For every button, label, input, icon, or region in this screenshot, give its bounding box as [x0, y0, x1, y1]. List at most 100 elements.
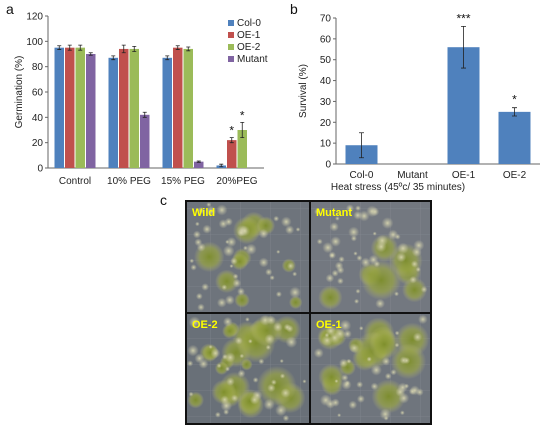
y-tick-label: 50: [320, 55, 332, 66]
x-tick-label-mutant: Mutant: [397, 170, 428, 181]
bar-col-0-15-peg: [162, 57, 172, 168]
bar-oe-2-control: [75, 47, 85, 168]
seedling-speck: [356, 255, 363, 262]
y-tick-label: 120: [26, 12, 43, 23]
seedling-speck: [269, 275, 275, 281]
seedling-speck: [226, 236, 237, 248]
seedling-speck: [275, 291, 282, 298]
significance-mark: *: [229, 124, 234, 138]
legend-label-mutant: Mutant: [237, 54, 268, 65]
seedling-speck: [202, 224, 212, 234]
seedling-speck: [289, 286, 301, 299]
seedling-speck: [358, 210, 370, 222]
seedling-speck: [220, 395, 230, 404]
seedling-cluster: [222, 323, 238, 339]
significance-mark: ***: [456, 11, 470, 25]
seedling-speck: [338, 256, 345, 263]
seedling-speck: [188, 391, 194, 397]
y-tick-label: 20: [32, 138, 44, 149]
error-bar-oe-2-control: [78, 44, 83, 51]
seedling-speck: [395, 387, 406, 397]
seedling-speck: [353, 251, 358, 256]
seedling-speck: [187, 360, 194, 367]
legend-swatch-oe-2: [228, 44, 234, 50]
photo-label-wild: Wild: [192, 207, 215, 219]
seedling-speck: [348, 226, 360, 238]
seedling-texture: [187, 202, 430, 422]
seedling-speck: [408, 387, 416, 396]
photo-label-oe1: OE-1: [316, 319, 342, 331]
legend-label-oe-1: OE-1: [237, 30, 261, 41]
seedling-cluster: [361, 260, 402, 301]
seedling-speck: [394, 291, 400, 297]
seedling-speck: [195, 292, 203, 300]
seedling-speck: [214, 411, 221, 418]
x-tick-label-col-0: Col-0: [350, 170, 374, 181]
seedling-speck: [394, 342, 400, 348]
photo-label-mutant: Mutant: [316, 207, 352, 219]
seedling-speck: [381, 217, 394, 230]
seedling-speck: [273, 322, 283, 332]
seedling-speck: [335, 216, 340, 221]
bar-oe-1-control: [65, 47, 75, 168]
bar-oe-1-20-peg: [227, 140, 237, 168]
seedling-speck: [252, 377, 259, 383]
seedling-speck: [313, 348, 324, 359]
seedling-speck: [331, 398, 340, 407]
seedling-speck: [345, 204, 355, 213]
x-tick-label-control: Control: [59, 176, 91, 187]
seedling-speck: [324, 332, 330, 338]
bar-oe-2: [498, 111, 531, 164]
seedling-speck: [403, 356, 411, 365]
seedling-speck: [249, 394, 260, 405]
y-tick-label: 40: [32, 113, 44, 124]
seedling-speck: [348, 400, 358, 410]
seedling-speck: [343, 329, 352, 339]
seedling-speck: [232, 273, 239, 280]
seedling-speck: [355, 205, 361, 212]
seedling-cluster: [318, 285, 343, 310]
seedling-speck: [356, 381, 364, 389]
x-tick-label-oe-2: OE-2: [503, 170, 527, 181]
photo-divider-horizontal: [187, 312, 430, 314]
seedling-cluster: [371, 379, 406, 414]
seedling-cluster: [402, 277, 427, 303]
seedling-speck: [282, 414, 290, 422]
seedling-speck: [339, 358, 348, 368]
seedling-speck: [415, 388, 424, 397]
seedling-speck: [286, 262, 295, 270]
seedling-speck: [197, 303, 205, 312]
error-bar-col-0: [359, 132, 364, 159]
seedling-speck: [201, 283, 210, 291]
seedling-speck: [394, 330, 400, 336]
seedling-speck: [390, 369, 397, 376]
seedling-speck: [334, 379, 339, 384]
seedling-speck: [334, 261, 344, 271]
seedling-speck: [279, 358, 284, 364]
seedling-speck: [194, 353, 205, 364]
seedling-speck: [234, 336, 243, 345]
seedling-speck: [372, 231, 377, 236]
seedling-speck: [349, 342, 360, 354]
seedling-speck: [341, 374, 349, 382]
seedling-speck: [210, 348, 221, 359]
seedling-speck: [206, 202, 212, 208]
bar-mutant-15-peg: [194, 161, 204, 168]
seedling-speck: [230, 257, 238, 265]
seedling-speck: [410, 260, 419, 268]
seedling-speck: [276, 249, 281, 254]
seedling-speck: [409, 275, 417, 284]
seedling-speck: [258, 228, 269, 239]
bar-mutant-control: [86, 54, 96, 168]
seedling-speck: [322, 242, 334, 254]
bar-col-0-control: [54, 47, 64, 168]
seedling-speck: [316, 238, 323, 245]
error-bar-oe-2-20-peg: [240, 122, 245, 138]
seedling-speck: [339, 319, 352, 332]
seedling-speck: [190, 264, 197, 271]
seedling-speck: [225, 352, 236, 363]
panel-letter-b: b: [290, 1, 298, 17]
seedling-speck: [355, 288, 361, 294]
survival-chart: 0 10 20 30 40 50 60 70 Survival (%) Heat stress (…: [298, 11, 540, 193]
